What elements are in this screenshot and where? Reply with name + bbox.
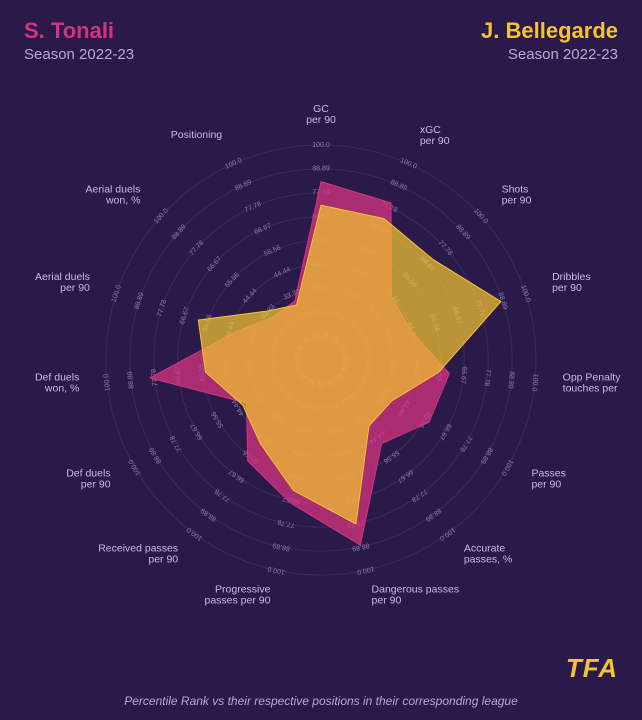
axis-label: Positioning	[171, 129, 223, 141]
ring-value-label: 66.67	[253, 223, 272, 237]
chart-header: S. Tonali Season 2022-23 J. Bellegarde S…	[0, 0, 642, 69]
axis-label: touches per 90	[563, 382, 621, 394]
axis-label: per 90	[148, 554, 178, 566]
axis-label: per 90	[531, 479, 561, 491]
ring-value-label: 66.67	[437, 422, 452, 441]
ring-value-label: 77.78	[410, 487, 428, 503]
ring-value-label: 55.56	[224, 271, 241, 289]
player-left-name: S. Tonali	[24, 18, 134, 44]
player-left-season: Season 2022-23	[24, 46, 134, 63]
ring-value-label: 66.67	[459, 366, 468, 384]
ring-value-label: 88.89	[134, 292, 146, 311]
footer-caption: Percentile Rank vs their respective posi…	[0, 694, 642, 708]
ring-value-label: 88.89	[171, 223, 188, 241]
ring-value-label: 88.89	[234, 179, 253, 193]
ring-value-label: 88.89	[312, 166, 330, 173]
ring-value-label: 77.78	[156, 299, 168, 318]
ring-value-label: 66.67	[190, 422, 205, 441]
ring-value-label: 100.0	[111, 284, 123, 303]
ring-value-label: 44.44	[242, 287, 259, 305]
ring-value-label: 66.67	[228, 468, 246, 484]
axis-label: per 90	[502, 194, 532, 206]
ring-value-label: 77.78	[169, 434, 184, 453]
ring-value-label: 88.89	[424, 506, 442, 522]
radar-chart: 11.1122.2233.3344.4455.5666.6777.7888.89…	[21, 80, 621, 640]
ring-value-label: 55.56	[210, 410, 225, 429]
ring-value-label: 100.0	[186, 526, 204, 542]
radar-svg: 11.1122.2233.3344.4455.5666.6777.7888.89…	[21, 80, 621, 640]
ring-value-label: 88.89	[200, 506, 218, 522]
axis-label: per 90	[372, 595, 402, 607]
ring-value-label: 100.0	[267, 565, 286, 576]
ring-value-label: 100.0	[530, 373, 539, 391]
ring-value-label: 100.0	[399, 157, 418, 171]
ring-value-label: 88.89	[454, 223, 471, 241]
ring-value-label: 77.78	[214, 487, 232, 503]
player-right-name: J. Bellegarde	[481, 18, 618, 44]
ring-value-label: 77.78	[483, 368, 492, 386]
axis-label: passes, %	[464, 554, 512, 566]
brand-logo: TFA	[566, 653, 618, 684]
ring-value-label: 100.0	[128, 458, 143, 477]
ring-value-label: 100.0	[224, 157, 243, 171]
ring-value-label: 88.89	[479, 446, 494, 465]
axis-label: passes per 90	[205, 595, 271, 607]
ring-value-label: 44.44	[273, 266, 292, 280]
radar-series	[198, 205, 501, 524]
ring-value-label: 66.67	[179, 306, 191, 325]
axis-label: per 90	[552, 282, 582, 294]
ring-value-label: 77.78	[458, 434, 473, 453]
axis-label: per 90	[60, 282, 90, 294]
axis-label: per 90	[81, 479, 111, 491]
ring-value-label: 100.0	[153, 207, 170, 225]
ring-value-label: 66.67	[206, 255, 223, 273]
axis-label: won, %	[105, 194, 140, 206]
player-right-season: Season 2022-23	[481, 46, 618, 63]
ring-value-label: 77.78	[244, 201, 263, 215]
ring-value-label: 100.0	[312, 142, 330, 149]
player-right: J. Bellegarde Season 2022-23	[481, 18, 618, 63]
ring-value-label: 88.89	[389, 179, 408, 193]
ring-value-label: 88.89	[272, 541, 291, 552]
ring-value-label: 66.67	[396, 468, 414, 484]
ring-value-label: 100.0	[438, 526, 456, 542]
ring-value-label: 100.0	[499, 458, 514, 477]
ring-value-label: 100.0	[519, 284, 531, 303]
ring-value-label: 88.89	[127, 371, 136, 389]
ring-value-label: 77.78	[437, 239, 454, 257]
ring-value-label: 77.78	[189, 239, 206, 257]
ring-value-label: 100.0	[103, 373, 112, 391]
axis-label: won, %	[44, 382, 79, 394]
axis-label: per 90	[420, 135, 450, 147]
ring-value-label: 100.0	[356, 565, 375, 576]
ring-value-label: 88.89	[506, 371, 515, 389]
ring-value-label: 55.56	[382, 448, 400, 464]
ring-value-label: 77.78	[277, 518, 296, 529]
player-left: S. Tonali Season 2022-23	[24, 18, 134, 63]
ring-value-label: 88.89	[148, 446, 163, 465]
ring-value-label: 55.56	[263, 244, 282, 258]
ring-value-label: 100.0	[472, 208, 489, 226]
axis-label: per 90	[306, 114, 336, 126]
